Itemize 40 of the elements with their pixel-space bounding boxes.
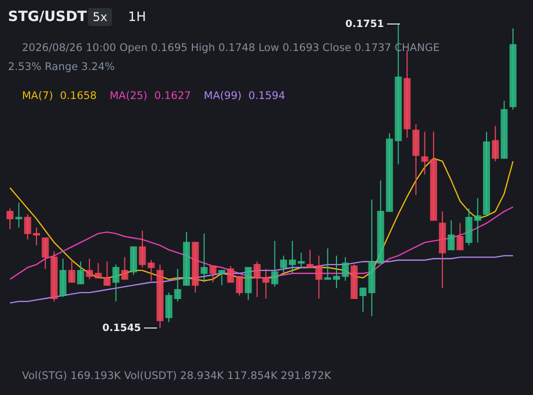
- candlestick: [306, 249, 314, 268]
- text: MA(99): [204, 90, 242, 102]
- chart-title: STG/USDT: [8, 9, 88, 25]
- annotation: 2.53% Range 3.24%: [8, 61, 115, 73]
- candlestick: [24, 214, 32, 240]
- annotation: 0.1751: [345, 19, 384, 30]
- candlestick: [15, 202, 22, 228]
- candlestick: [209, 266, 216, 283]
- candlestick: [77, 261, 84, 284]
- annotation: 5x: [92, 10, 108, 24]
- candlestick: [32, 227, 40, 246]
- candlestick: [200, 233, 208, 283]
- annotation: 0.1627: [154, 90, 191, 102]
- candlestick: [280, 255, 288, 274]
- candlestick: [121, 256, 128, 280]
- candlestick: [492, 125, 499, 162]
- candlestick: [104, 261, 111, 286]
- text: MA(25): [110, 90, 148, 102]
- candlestick: [456, 222, 464, 250]
- candlestick: [359, 288, 366, 312]
- candlestick: [68, 260, 76, 283]
- candlestick: [262, 268, 270, 299]
- candlestick: [315, 255, 322, 299]
- candlestick: [227, 266, 234, 283]
- text: Vol(STG) 169.193K Vol(USDT) 28.934K 117.854K 291.872K: [22, 370, 332, 382]
- candlestick: [324, 248, 332, 280]
- candlestick: [342, 256, 349, 282]
- candlestick: [254, 261, 261, 298]
- candlestick: [448, 220, 455, 250]
- candlestick: [271, 240, 278, 288]
- annotation: 1H: [128, 10, 146, 25]
- candlestick: [236, 276, 243, 296]
- candlestick: [6, 208, 14, 230]
- annotation: 0.1545: [102, 323, 142, 334]
- text: MA(7): [22, 90, 54, 102]
- candlestick: [112, 264, 120, 302]
- annotation: 0.1658: [60, 90, 97, 102]
- candlestick: [218, 270, 226, 286]
- annotation: 0.1594: [248, 90, 286, 102]
- candlestick: [333, 255, 340, 289]
